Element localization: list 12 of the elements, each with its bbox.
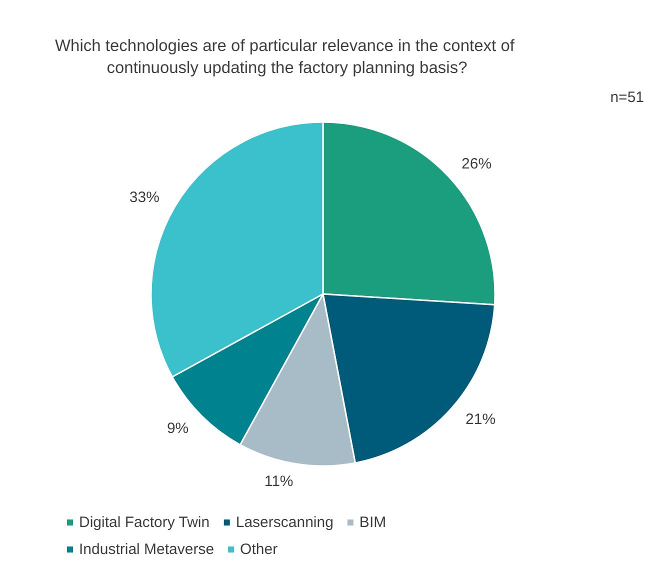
- legend-label: Other: [240, 541, 278, 558]
- data-label: 9%: [166, 420, 189, 437]
- data-label: 26%: [462, 155, 492, 172]
- legend-label: BIM: [359, 514, 386, 531]
- legend-label: Digital Factory Twin: [79, 514, 210, 531]
- data-label: 11%: [264, 473, 294, 490]
- chart-title: Which technologies are of particular relevance in the context of continuously updating the factory planning basis?: [54, 37, 520, 77]
- legend-label: Laserscanning: [236, 514, 334, 531]
- legend-label: Industrial Metaverse: [79, 541, 214, 558]
- data-label: 33%: [129, 188, 160, 206]
- text: n=51: [610, 89, 644, 106]
- data-label: 21%: [466, 411, 496, 428]
